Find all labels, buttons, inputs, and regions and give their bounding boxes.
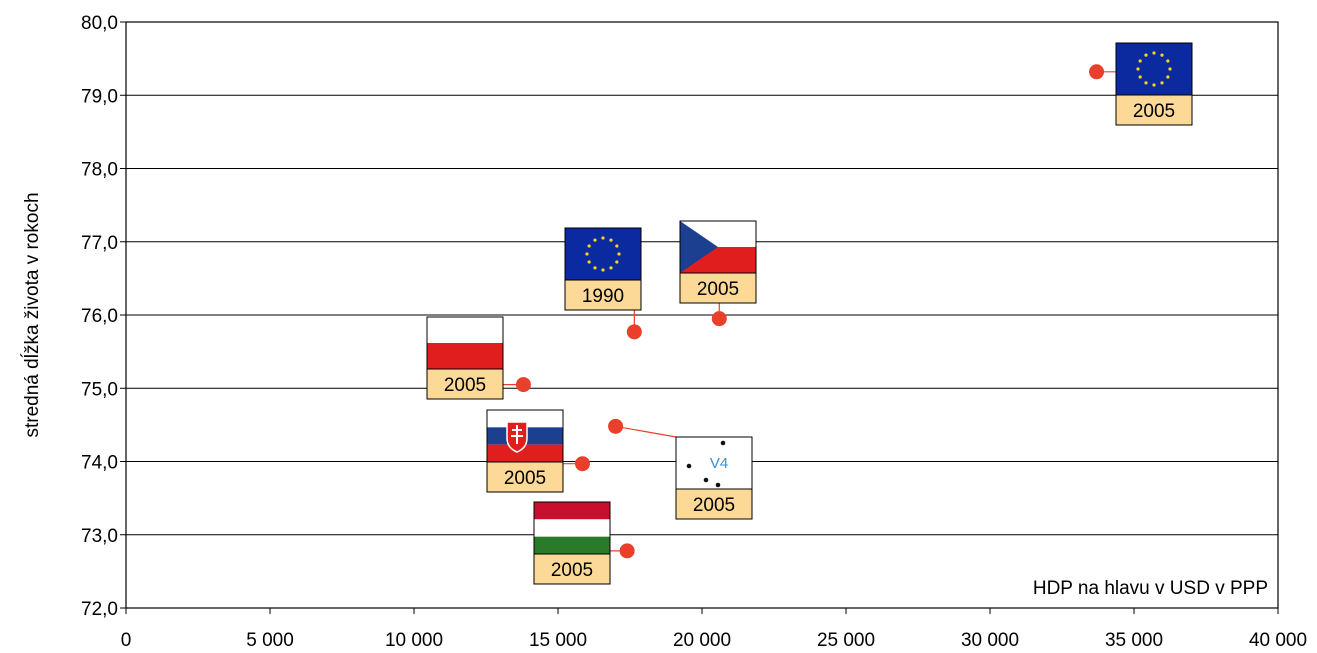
year-label: 2005 [1133,101,1175,122]
star [609,266,613,270]
year-label-box [675,488,753,520]
x-tick-label: 15 000 [529,630,587,651]
v4-logo-icon [676,437,752,489]
eu-flag-icon [1116,43,1192,95]
star [1160,53,1164,57]
leader-lines [503,71,1116,552]
x-tick-label: 0 [121,630,132,651]
star [1144,81,1148,85]
y-tick-label: 77,0 [81,233,118,254]
flag-group: 2005 [1115,42,1193,126]
star [615,244,619,248]
x-tick-label: 5 000 [246,630,294,651]
year-label-box [426,368,504,400]
star [609,238,613,242]
polish-flag-icon [427,317,503,343]
data-point [574,456,590,472]
year-label-box [679,272,757,304]
year-label-box [564,279,642,311]
data-point [619,543,635,559]
star [1136,67,1140,71]
data-point [626,324,642,340]
year-label: 1990 [582,286,624,307]
x-tick-label: 35 000 [1105,630,1163,651]
y-tick-label: 80,0 [81,13,118,34]
flag-group: V4 2005 [675,436,753,520]
year-label-box [1115,94,1193,126]
year-label: 2005 [504,468,546,489]
y-tick-label: 75,0 [81,379,118,400]
star [585,252,589,256]
x-tick-label: 40 000 [1249,630,1307,651]
star [587,260,591,264]
x-tick-label: 20 000 [673,630,731,651]
year-label: 2005 [551,560,593,581]
v4-logo-text: V4 [710,455,728,472]
flag-group: 2005 [679,220,757,304]
star [1166,59,1170,63]
data-point [608,418,624,434]
eu-flag-icon [565,228,641,280]
star [593,266,597,270]
flag-group: 1990 [564,227,642,311]
star [617,252,621,256]
data-point [711,311,727,327]
flag-group: 2005 [426,316,504,400]
data-point [515,377,531,393]
year-label: 2005 [444,375,486,396]
star [615,260,619,264]
x-tick-label: 30 000 [961,630,1019,651]
star [1160,81,1164,85]
star [1138,75,1142,79]
slovak-flag-icon [487,410,563,428]
data-point [1089,64,1105,80]
year-label: 2005 [697,279,739,300]
year-label-box [533,553,611,585]
star [601,268,605,272]
star [1144,53,1148,57]
x-axis-label: HDP na hlavu v USD v PPP [1033,578,1268,599]
dot [715,482,721,488]
star [1152,51,1156,55]
star [1168,67,1172,71]
star [601,236,605,240]
dot [703,477,709,483]
point-flags: 2005 1990 2005 2005 2005 V4 2005 2005 [426,42,1193,585]
axis-ticks: 72,0 73,0 74,0 75,0 76,0 77,0 78,0 79,0 80,0 0 5 0… [81,13,1307,651]
year-label: 2005 [693,495,735,516]
x-tick-label: 10 000 [385,630,443,651]
y-tick-label: 73,0 [81,526,118,547]
y-tick-label: 79,0 [81,86,118,107]
data-points [515,64,1105,559]
x-tick-label: 25 000 [817,630,875,651]
y-tick-label: 76,0 [81,306,118,327]
dot [720,440,726,446]
star [587,244,591,248]
y-axis-label: stredná dĺžka života v rokoch [21,192,43,437]
y-tick-label: 74,0 [81,453,118,474]
flag-group: 2005 [533,501,611,585]
dot [686,463,692,469]
y-tick-label: 78,0 [81,160,118,181]
leader-line [615,425,677,438]
star [1166,75,1170,79]
year-label-box [486,461,564,493]
hungarian-flag-icon [534,502,610,520]
star [1138,59,1142,63]
star [593,238,597,242]
y-tick-label: 72,0 [81,599,118,620]
flag-group: 2005 [486,409,564,493]
star [1152,83,1156,87]
